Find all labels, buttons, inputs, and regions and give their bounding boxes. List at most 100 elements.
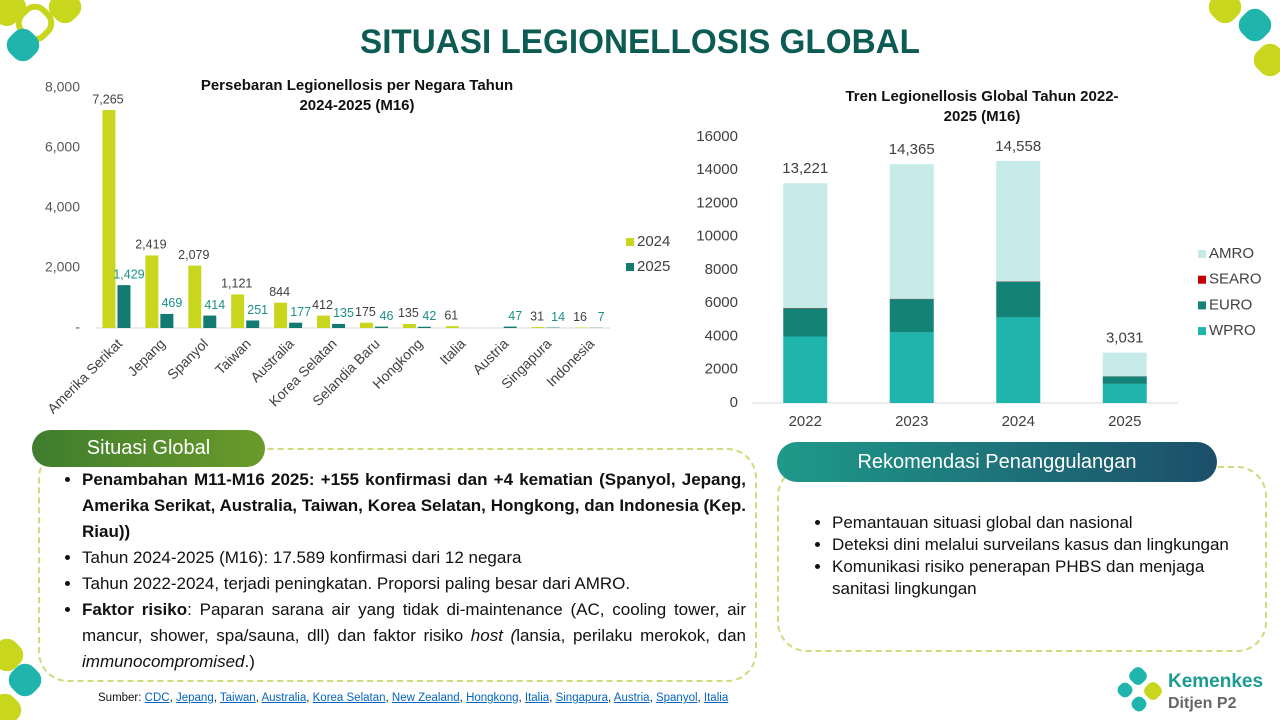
y-tick-label: 6,000 <box>45 139 80 155</box>
bar-segment <box>1102 383 1147 403</box>
source-link[interactable]: Australia <box>261 692 307 704</box>
bar-segment <box>889 299 934 333</box>
x-tick-label: Spanyol <box>164 335 211 382</box>
value-label: 42 <box>422 309 436 323</box>
separator: , <box>169 692 176 704</box>
y-tick-label: 0 <box>730 394 738 411</box>
x-tick-label: Indonesia <box>543 335 597 389</box>
source-link[interactable]: Austria <box>613 692 650 704</box>
bar-segment <box>996 281 1041 318</box>
value-label: 135 <box>398 306 419 320</box>
total-label: 14,365 <box>889 141 935 158</box>
x-tick-label: 2024 <box>1002 413 1035 430</box>
bar <box>274 302 288 328</box>
legend-label: AMRO <box>1209 245 1254 262</box>
y-tick-label: 4000 <box>705 327 738 344</box>
bar <box>160 313 174 328</box>
bar <box>317 315 331 328</box>
value-label: 135 <box>333 306 354 320</box>
y-tick-label: 2,000 <box>45 259 80 275</box>
source-link[interactable]: CDC <box>144 692 170 704</box>
situasi-box <box>38 448 757 682</box>
bullet-list: Penambahan M11-M16 2025: +155 konfirmasi… <box>56 467 746 675</box>
separator: , <box>255 692 262 704</box>
legend-label: 2024 <box>637 233 670 250</box>
legend-swatch <box>1198 327 1206 336</box>
value-label: 61 <box>444 308 458 322</box>
total-label: 13,221 <box>782 160 828 177</box>
bar <box>503 326 517 328</box>
y-tick-label: 14000 <box>696 161 738 178</box>
value-label: 31 <box>530 309 544 323</box>
legend-label: 2025 <box>637 258 670 275</box>
situasi-text: Penambahan M11-M16 2025: +155 konfirmasi… <box>56 467 746 675</box>
legend-swatch <box>1198 301 1206 310</box>
x-tick-label: Amerika Serikat <box>44 335 125 416</box>
legend-label: WPRO <box>1209 322 1256 339</box>
source-link[interactable]: Spanyol <box>655 692 698 704</box>
source-link[interactable]: Italia <box>703 692 729 704</box>
bar-segment <box>889 164 934 299</box>
value-label: 469 <box>161 296 182 310</box>
total-label: 3,031 <box>1106 330 1144 347</box>
separator: , <box>697 692 704 704</box>
y-tick-label: 8000 <box>705 261 738 278</box>
bar-segment <box>1102 376 1147 384</box>
value-label: 2,079 <box>178 248 209 262</box>
x-tick-label: 2025 <box>1108 413 1141 430</box>
bullet-text: Faktor risiko <box>82 600 188 619</box>
y-tick-label: 4,000 <box>45 199 80 215</box>
legend-label: EURO <box>1209 296 1252 313</box>
source-link[interactable]: Korea Selatan <box>312 692 386 704</box>
y-tick-label: 12000 <box>696 194 738 211</box>
chart-title: Tren Legionellosis Global Tahun 2022-202… <box>845 88 1119 125</box>
bullet: Pemantauan situasi global dan nasional <box>832 512 1236 534</box>
value-label: 14 <box>551 310 565 324</box>
bar <box>531 327 545 328</box>
source-link[interactable]: Singapura <box>555 692 609 704</box>
legend-swatch <box>626 263 634 271</box>
logo-unit: Ditjen P2 <box>1168 695 1237 712</box>
separator: , <box>306 692 313 704</box>
source-label: Sumber: <box>98 692 142 704</box>
value-label: 412 <box>312 298 333 312</box>
value-label: 47 <box>508 309 522 323</box>
y-tick-label: - <box>75 319 80 335</box>
x-tick-label: 2023 <box>895 413 928 430</box>
bullet-text: immunocompromised <box>82 652 245 671</box>
separator: , <box>549 692 556 704</box>
separator: , <box>649 692 656 704</box>
bar <box>246 320 260 328</box>
source-link[interactable]: Taiwan <box>219 692 256 704</box>
x-tick-label: Taiwan <box>212 335 254 377</box>
y-tick-label: 16000 <box>696 128 738 145</box>
source-link[interactable]: Italia <box>524 692 550 704</box>
logo-name: Kemenkes <box>1168 671 1263 692</box>
total-label: 14,558 <box>995 138 1041 155</box>
section-header: Situasi Global <box>32 430 265 467</box>
bullet-text: host ( <box>470 626 517 645</box>
bar <box>117 285 131 328</box>
value-label: 2,419 <box>135 238 166 252</box>
legend-swatch <box>1198 250 1206 258</box>
bar-segment <box>783 183 828 308</box>
bar <box>203 315 217 328</box>
separator: , <box>385 692 392 704</box>
separator: , <box>459 692 467 704</box>
legend-label: SEARO <box>1209 271 1262 288</box>
bullet-text: Tahun 2024-2025 (M16): 17.589 konfirmasi… <box>82 548 522 567</box>
bar-segment <box>889 332 934 403</box>
bullet: Tahun 2024-2025 (M16): 17.589 konfirmasi… <box>82 545 746 571</box>
bullet: Tahun 2022-2024, terjadi peningkatan. Pr… <box>82 571 746 597</box>
bullet: Penambahan M11-M16 2025: +155 konfirmasi… <box>82 467 746 545</box>
bar-segment <box>783 308 828 337</box>
x-tick-label: 2022 <box>789 413 822 430</box>
source-link[interactable]: Jepang <box>175 692 214 704</box>
y-tick-label: 10000 <box>696 228 738 245</box>
value-label: 251 <box>247 303 268 317</box>
source-link[interactable]: Hongkong <box>466 692 519 704</box>
bar <box>402 323 416 328</box>
bar <box>417 326 431 328</box>
source-link[interactable]: New Zealand <box>391 692 460 704</box>
